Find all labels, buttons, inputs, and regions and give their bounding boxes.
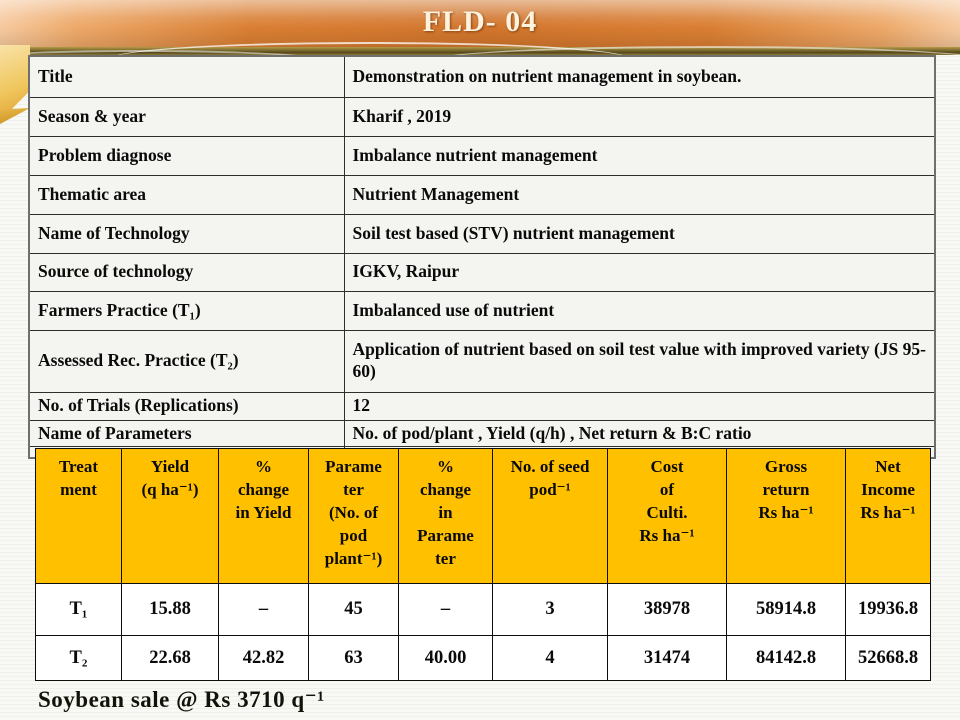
- data-cell: 63: [308, 635, 399, 681]
- treatment-cell: T₁: [35, 583, 122, 636]
- info-row-farmers-practice: Farmers Practice (T₁) Imbalanced use of …: [28, 290, 936, 331]
- data-cell: –: [218, 583, 309, 636]
- col-header-net-income: Net Income Rs ha⁻¹: [845, 448, 931, 584]
- col-header-pct-change-parameter: % change in Parame ter: [398, 448, 493, 584]
- data-cell: 40.00: [398, 635, 493, 681]
- data-cell: 19936.8: [845, 583, 931, 636]
- info-value: Soil test based (STV) nutrient managemen…: [343, 213, 936, 254]
- col-header-cost: Cost of Culti. Rs ha⁻¹: [607, 448, 727, 584]
- info-value: IGKV, Raipur: [343, 252, 936, 292]
- info-label: Farmers Practice (T₁): [28, 290, 345, 331]
- title-banner: FLD- 04: [0, 0, 960, 47]
- data-cell: 4: [492, 635, 608, 681]
- info-row-season: Season & year Kharif , 2019: [28, 96, 936, 137]
- info-value: Kharif , 2019: [343, 96, 936, 137]
- swirl-arc-decoration: [110, 42, 630, 76]
- results-table: Treat ment Yield (q ha⁻¹) % change in Yi…: [35, 448, 931, 681]
- info-label: Title: [28, 55, 345, 98]
- info-row-parameters: Name of Parameters No. of pod/plant , Yi…: [28, 419, 936, 448]
- data-cell: 3: [492, 583, 608, 636]
- info-value: Imbalance nutrient management: [343, 135, 936, 176]
- info-label: Season & year: [28, 96, 345, 137]
- info-value: Nutrient Management: [343, 174, 936, 215]
- info-label: No. of Trials (Replications): [28, 391, 345, 421]
- info-label: Name of Technology: [28, 213, 345, 254]
- data-cell: 31474: [607, 635, 727, 681]
- col-header-parameter: Parame ter (No. of pod plant⁻¹): [308, 448, 399, 584]
- data-cell: 45: [308, 583, 399, 636]
- info-value: No. of pod/plant , Yield (q/h) , Net ret…: [343, 419, 936, 448]
- swirl-arc-decoration: [0, 50, 340, 76]
- data-cell: 58914.8: [726, 583, 846, 636]
- col-header-gross-return: Gross return Rs ha⁻¹: [726, 448, 846, 584]
- info-label: Name of Parameters: [28, 419, 345, 448]
- info-value: 12: [343, 391, 936, 421]
- info-label: Assessed Rec. Practice (T₂): [28, 329, 345, 393]
- results-row-t2: T₂ 22.68 42.82 63 40.00 4 31474 84142.8 …: [35, 635, 931, 681]
- info-label: Source of technology: [28, 252, 345, 292]
- results-row-t1: T₁ 15.88 – 45 – 3 38978 58914.8 19936.8: [35, 583, 931, 636]
- info-row-title: Title Demonstration on nutrient manageme…: [28, 55, 936, 98]
- col-header-pct-change-yield: % change in Yield: [218, 448, 309, 584]
- treatment-cell: T₂: [35, 635, 122, 681]
- col-header-seed-per-pod: No. of seed pod⁻¹: [492, 448, 608, 584]
- info-value: Imbalanced use of nutrient: [343, 290, 936, 331]
- data-cell: 42.82: [218, 635, 309, 681]
- info-row-trials: No. of Trials (Replications) 12: [28, 391, 936, 421]
- info-row-assessed-practice: Assessed Rec. Practice (T₂) Application …: [28, 329, 936, 393]
- data-cell: 38978: [607, 583, 727, 636]
- data-cell: –: [398, 583, 493, 636]
- info-value: Application of nutrient based on soil te…: [343, 329, 936, 393]
- gold-ribbon-fold-decoration: [0, 108, 30, 124]
- data-cell: 15.88: [121, 583, 219, 636]
- footer-note: Soybean sale @ Rs 3710 q⁻¹: [38, 687, 325, 712]
- info-row-problem: Problem diagnose Imbalance nutrient mana…: [28, 135, 936, 176]
- info-label: Problem diagnose: [28, 135, 345, 176]
- info-value: Demonstration on nutrient management in …: [343, 55, 936, 98]
- data-cell: 52668.8: [845, 635, 931, 681]
- results-header-row: Treat ment Yield (q ha⁻¹) % change in Yi…: [35, 448, 931, 584]
- info-row-technology: Name of Technology Soil test based (STV)…: [28, 213, 936, 254]
- swirl-arc-decoration: [430, 46, 960, 76]
- info-table: Title Demonstration on nutrient manageme…: [28, 55, 936, 459]
- data-cell: 84142.8: [726, 635, 846, 681]
- slide-title: FLD- 04: [422, 5, 538, 38]
- info-label: Thematic area: [28, 174, 345, 215]
- col-header-yield: Yield (q ha⁻¹): [121, 448, 219, 584]
- info-row-thematic: Thematic area Nutrient Management: [28, 174, 936, 215]
- col-header-treatment: Treat ment: [35, 448, 122, 584]
- info-row-source: Source of technology IGKV, Raipur: [28, 252, 936, 292]
- data-cell: 22.68: [121, 635, 219, 681]
